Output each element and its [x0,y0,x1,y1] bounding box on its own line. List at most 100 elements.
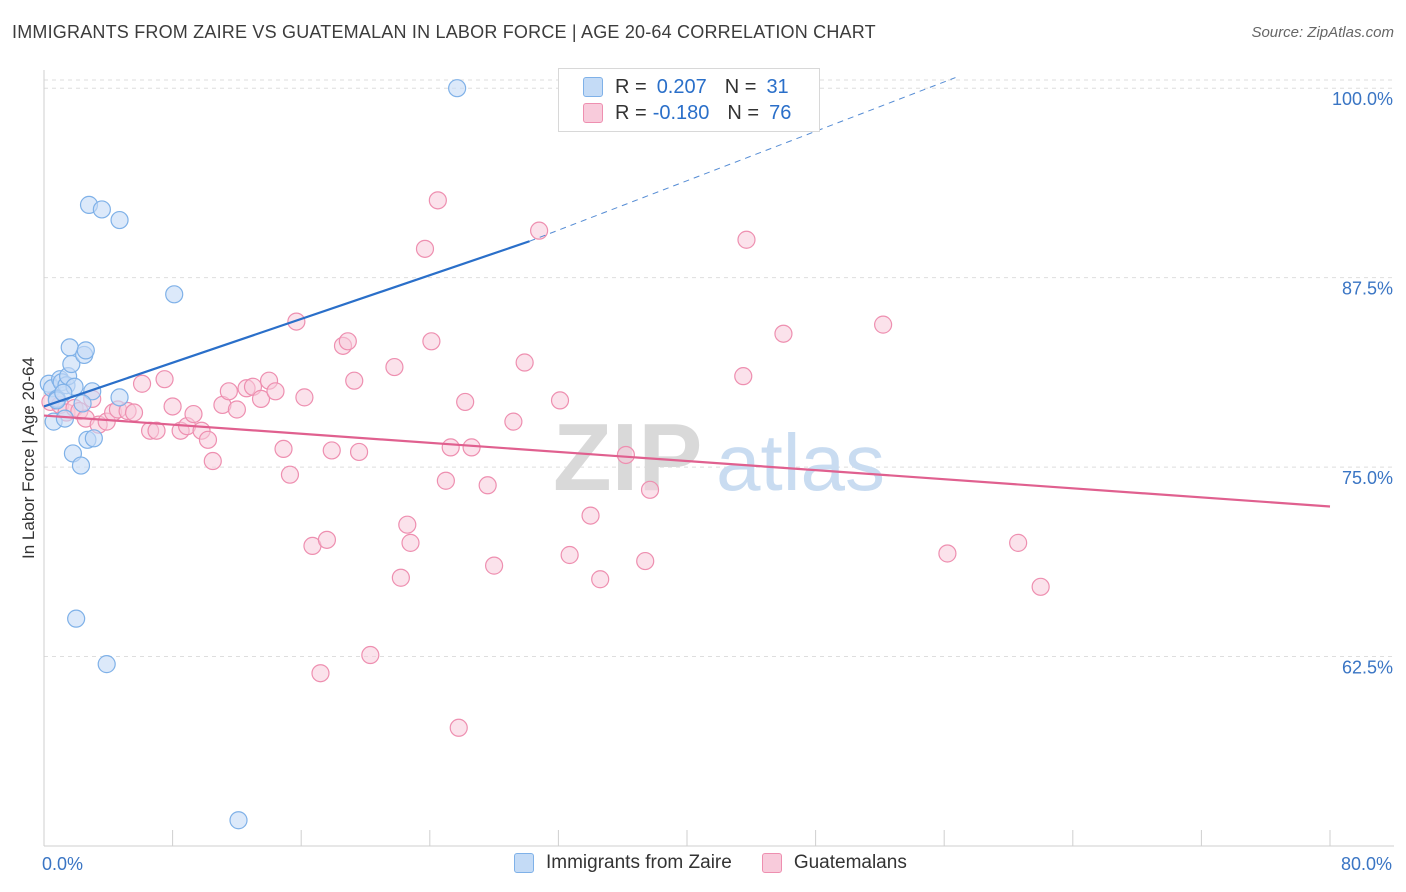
legend-r-label: R = [615,101,647,124]
guatemalans-point [1031,577,1050,596]
zaire-points [39,79,467,830]
guatemalans-point [504,412,523,431]
guatemalans-point [422,332,441,351]
guatemalans-point [436,471,455,490]
zaire-point [83,382,102,401]
guatemalans-point [266,382,285,401]
guatemalans-point [274,439,293,459]
zaire-swatch [514,853,534,873]
guatemalans-point [251,389,271,408]
chart-title: IMMIGRANTS FROM ZAIRE VS GUATEMALAN IN L… [12,22,876,42]
guatemalans-point [163,397,182,416]
guatemalans-point [349,442,369,462]
zaire-point [62,354,81,374]
y-axis-label: In Labor Force | Age 20-64 [19,357,38,559]
guatemalans-point [198,430,218,449]
series-legend: Immigrants from Zaire Guatemalans [514,852,937,874]
correlation-legend: R = 0.207 N = 31 R = -0.180 N = 76 [558,68,820,132]
zaire-point [54,383,73,402]
guatemalans-point [938,544,957,563]
guatemalans-point [311,664,330,683]
zaire-trend-line [43,240,530,408]
legend-row-zaire: R = 0.207 N = 31 [583,74,789,100]
guatemalans-point [456,392,475,412]
zaire-point [165,285,184,304]
zaire-swatch [583,77,603,97]
zaire-point [110,210,129,230]
guatemalans-point [462,438,481,457]
guatemalans-point [441,438,460,457]
guatemalans-point [478,476,497,495]
watermark: ZIP atlas [553,404,885,511]
legend-n-label: N = [727,101,760,124]
x-tick-label: 0.0% [42,854,83,874]
zaire-point [71,456,91,475]
guatemalans-point [295,388,314,407]
guatemalans-point [581,506,600,525]
zaire-point [97,655,116,674]
guatemalans-point [322,441,341,460]
guatemalans-point [530,221,549,240]
guatemalans-swatch [583,103,603,123]
y-tick-label: 62.5% [1342,658,1393,678]
trend-lines [43,77,1331,508]
guatemalans-point [147,421,166,440]
y-tick-label: 75.0% [1342,468,1393,488]
guatemalans-point [132,374,152,393]
guatemalans-point [155,370,174,389]
guatemalans-point [280,465,300,484]
legend-r-value: 0.207 [656,75,707,98]
legend-label-guatemalans: Guatemalans [793,852,907,873]
legend-n-value: 31 [766,75,789,98]
zaire-point [229,811,248,830]
guatemalans-point [203,451,222,471]
guatemalans-point [737,230,756,249]
guatemalans-point [560,545,579,565]
zaire-point [76,341,95,360]
guatemalans-point [428,191,447,210]
axes [43,70,1394,847]
guatemalans-point [636,551,655,571]
y-tick-label: 100.0% [1332,89,1393,109]
guatemalans-point [591,570,610,589]
guatemalans-point [219,382,238,401]
source-label: Source: ZipAtlas.com [1251,24,1394,41]
guatemalans-point [184,404,203,424]
legend-item-guatemalans[interactable]: Guatemalans [761,852,907,874]
guatemalans-point [338,332,357,351]
guatemalans-point [449,718,468,737]
guatemalans-point [485,556,504,575]
legend-r-label: R = [615,75,647,98]
legend-row-guatemalans: R = -0.180 N = 76 [583,100,791,126]
grid-lines [44,79,1394,658]
zaire-point [110,388,129,407]
guatemalans-point [1009,533,1028,552]
zaire-point [55,409,74,428]
guatemalans-point [124,403,144,422]
zaire-point [448,79,467,98]
guatemalans-trend-line [43,414,1331,508]
zaire-point [92,200,111,219]
legend-n-label: N = [724,75,757,98]
legend-n-value: 76 [769,101,792,124]
guatemalans-points [41,191,1050,737]
zaire-point [73,394,92,413]
y-tick-labels: 100.0% 87.5% 75.0% 62.5% [1332,89,1393,677]
guatemalans-point [345,371,364,390]
guatemalans-point [391,568,410,587]
guatemalans-swatch [761,853,782,873]
guatemalans-point [640,480,660,499]
guatemalans-point [550,391,570,410]
guatemalans-point [227,400,246,419]
guatemalans-point [317,530,337,549]
guatemalans-point [874,315,893,334]
guatemalans-point [734,367,753,386]
guatemalans-point [398,515,417,534]
x-tick-labels: 0.0% 80.0% [42,854,1392,874]
legend-item-zaire[interactable]: Immigrants from Zaire [514,852,732,874]
legend-r-value: -0.180 [652,101,710,124]
guatemalans-point [401,533,420,552]
guatemalans-point [385,357,404,377]
y-tick-label: 87.5% [1342,279,1393,299]
